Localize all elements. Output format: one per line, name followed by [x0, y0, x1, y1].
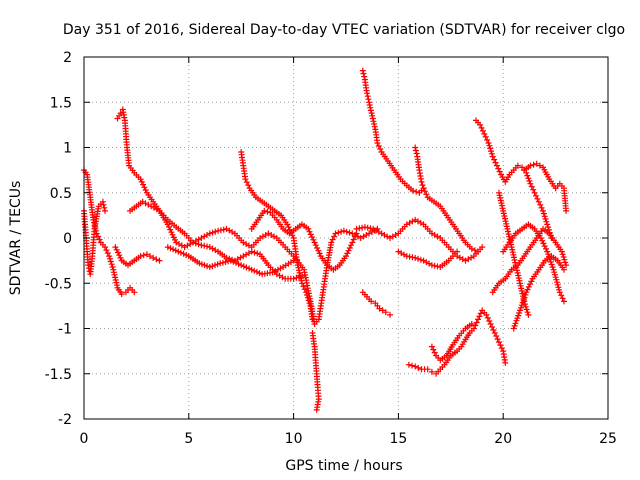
data-point-marks	[405, 307, 509, 377]
series-t16	[428, 321, 475, 364]
data-point-marks	[112, 244, 163, 269]
y-tick-label: 0	[63, 231, 72, 247]
series-t14	[395, 248, 461, 270]
series-t18	[496, 189, 532, 318]
data-point-marks	[500, 221, 567, 305]
x-tick-label: 25	[599, 431, 617, 447]
series-t19	[489, 225, 570, 296]
series-t7	[238, 149, 316, 323]
series-t9	[248, 207, 360, 273]
x-tick-label: 15	[389, 431, 407, 447]
series-t22	[510, 253, 567, 332]
data-point-marks	[496, 189, 532, 318]
series-t11	[412, 144, 427, 192]
x-tick-label: 0	[80, 431, 89, 447]
data-point-marks	[510, 253, 567, 332]
data-point-marks	[359, 289, 393, 318]
data-point-marks	[489, 225, 570, 296]
chart-title: Day 351 of 2016, Sidereal Day-to-day VTE…	[63, 22, 625, 38]
x-tick-label: 10	[285, 431, 303, 447]
y-tick-label: 1	[63, 141, 72, 157]
series-t10	[359, 67, 481, 255]
series-t8	[309, 330, 322, 413]
series-t21	[521, 160, 570, 214]
y-tick-label: 1.5	[50, 95, 72, 111]
x-axis-label: GPS time / hours	[285, 458, 402, 474]
series-t6	[164, 244, 297, 278]
data-point-marks	[127, 198, 381, 327]
y-axis-label: SDTVAR / TECUs	[8, 181, 24, 296]
series-t12	[359, 289, 393, 318]
data-point-marks	[521, 160, 570, 214]
y-tick-label: 0.5	[50, 186, 72, 202]
y-tick-label: -2	[58, 412, 72, 428]
y-tick-label: 2	[63, 50, 72, 66]
y-tick-label: -1.5	[45, 367, 72, 383]
data-point-marks	[164, 244, 297, 278]
series-t20	[500, 221, 567, 305]
y-tick-label: -1	[58, 322, 72, 338]
x-tick-label: 5	[184, 431, 193, 447]
axis-ticks: 0 5 10 15 20 25 -2 -1.5 -1 -0.5 0 0.5 1 1.5 2	[45, 50, 617, 447]
data-point-marks	[412, 144, 427, 192]
series-t4	[112, 244, 163, 269]
series-t5	[127, 198, 381, 327]
x-tick-label: 20	[494, 431, 512, 447]
data-point-marks	[395, 248, 461, 270]
data-point-marks	[248, 207, 360, 273]
data-point-marks	[428, 321, 475, 364]
data-point-marks	[309, 330, 322, 413]
series-t15	[405, 307, 509, 377]
data-point-marks	[238, 149, 316, 323]
data-point-marks	[359, 67, 481, 255]
y-tick-label: -0.5	[45, 276, 72, 292]
